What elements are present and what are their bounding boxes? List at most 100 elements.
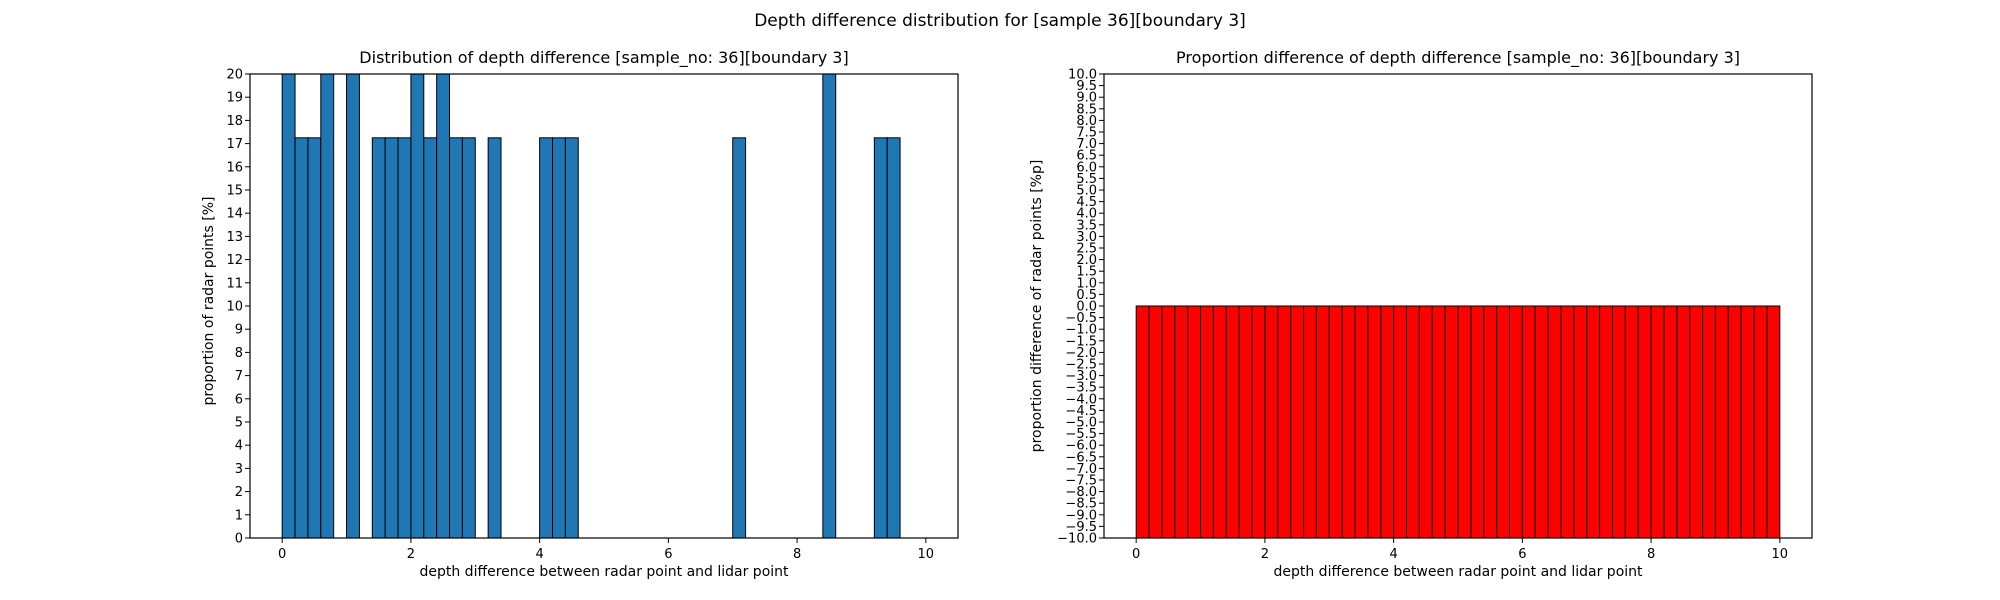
bar xyxy=(1508,305,1523,539)
y-tick-label: 13 xyxy=(226,230,243,245)
y-tick-label: 7.5 xyxy=(1076,126,1097,141)
bar xyxy=(1496,305,1510,539)
bar xyxy=(1135,305,1150,539)
bar xyxy=(397,137,412,539)
bar xyxy=(1663,305,1678,539)
bar xyxy=(423,137,438,539)
bar xyxy=(1766,305,1781,539)
bar xyxy=(1290,305,1305,539)
bar xyxy=(1714,305,1729,539)
y-tick-label: −0.5 xyxy=(1065,311,1097,326)
y-tick-label: 8.0 xyxy=(1076,114,1097,129)
bar xyxy=(1431,305,1446,539)
bar xyxy=(1238,305,1253,539)
y-tick-label: −1.0 xyxy=(1065,323,1097,338)
bar xyxy=(1650,305,1665,539)
bar xyxy=(384,137,399,539)
bar xyxy=(564,137,579,539)
x-tick-label: 0 xyxy=(1132,547,1140,562)
y-tick-label: −4.0 xyxy=(1065,392,1097,407)
bar xyxy=(1328,305,1343,539)
y-tick-label: −7.0 xyxy=(1065,462,1097,477)
y-tick-label: −2.0 xyxy=(1065,346,1097,361)
y-tick-label: 4.5 xyxy=(1076,195,1097,210)
y-tick-label: −9.5 xyxy=(1065,520,1097,535)
y-tick-label: −8.0 xyxy=(1065,485,1097,500)
bar xyxy=(320,73,335,539)
bar xyxy=(539,137,554,539)
y-tick-label: −9.0 xyxy=(1065,508,1097,523)
y-tick-label: 1 xyxy=(235,508,243,523)
bar xyxy=(346,73,360,539)
y-tick-label: −6.5 xyxy=(1065,450,1097,465)
chart1-xlabel: depth difference between radar point and… xyxy=(419,564,789,580)
bar xyxy=(1624,305,1639,539)
bar xyxy=(1393,305,1408,539)
y-tick-label: 19 xyxy=(226,91,243,106)
x-tick-label: 6 xyxy=(1518,547,1526,562)
chart1-bars xyxy=(281,73,901,539)
y-tick-label: 16 xyxy=(226,160,243,175)
bar xyxy=(1689,305,1704,539)
y-tick-label: 0 xyxy=(235,532,243,547)
y-tick-label: 7 xyxy=(235,369,243,384)
y-tick-label: 8 xyxy=(235,346,243,361)
bar xyxy=(1470,305,1485,539)
y-tick-label: −6.0 xyxy=(1065,439,1097,454)
chart1-title: Distribution of depth difference [sample… xyxy=(359,48,848,68)
chart1-ylabel: proportion of radar points [%] xyxy=(201,196,217,405)
bar xyxy=(1637,305,1652,539)
bar xyxy=(1212,305,1227,539)
bar xyxy=(1702,305,1716,539)
bar xyxy=(410,73,425,539)
bar xyxy=(1483,305,1498,539)
bar xyxy=(1599,305,1613,539)
y-tick-label: −3.5 xyxy=(1065,381,1097,396)
bar xyxy=(1586,305,1601,539)
bar xyxy=(436,73,451,539)
y-tick-label: −10.0 xyxy=(1057,532,1097,547)
bar xyxy=(1753,305,1768,539)
bar xyxy=(1727,305,1742,539)
y-tick-label: 12 xyxy=(226,253,243,268)
bar xyxy=(1277,305,1292,539)
y-tick-label: 2.5 xyxy=(1076,242,1097,257)
bar xyxy=(1573,305,1588,539)
bar xyxy=(1174,305,1189,539)
bar xyxy=(1354,305,1369,539)
bar xyxy=(1251,305,1266,539)
bar xyxy=(1444,305,1459,539)
chart-distribution: Distribution of depth difference [sample… xyxy=(201,48,959,580)
bar xyxy=(552,137,566,539)
bar xyxy=(886,137,901,539)
y-tick-label: 8.5 xyxy=(1076,102,1097,117)
y-tick-label: 6.0 xyxy=(1076,160,1097,175)
y-tick-label: 11 xyxy=(226,276,243,291)
y-tick-label: 5.5 xyxy=(1076,172,1097,187)
x-tick-label: 8 xyxy=(793,547,801,562)
bar xyxy=(1200,305,1214,539)
y-tick-label: 4.0 xyxy=(1076,207,1097,222)
bar xyxy=(1225,305,1240,539)
bar xyxy=(1380,305,1395,539)
x-tick-label: 6 xyxy=(664,547,672,562)
chart2-ylabel: proportion difference of radar points [%… xyxy=(1029,160,1045,453)
x-tick-label: 0 xyxy=(278,547,286,562)
chart1-x-ticks: 0 2 4 6 8 10 xyxy=(278,538,934,562)
y-tick-label: −4.5 xyxy=(1065,404,1097,419)
y-tick-label: 5 xyxy=(235,416,243,431)
y-tick-label: 4 xyxy=(235,439,243,454)
chart2-bars xyxy=(1135,305,1781,539)
x-tick-label: 2 xyxy=(407,547,415,562)
y-tick-label: 6.5 xyxy=(1076,149,1097,164)
bar xyxy=(294,137,309,539)
y-tick-label: 3.5 xyxy=(1076,218,1097,233)
bar xyxy=(1547,305,1562,539)
y-tick-label: −5.0 xyxy=(1065,416,1097,431)
y-tick-label: 2 xyxy=(235,485,243,500)
x-tick-label: 10 xyxy=(1772,547,1789,562)
y-tick-label: 9 xyxy=(235,323,243,338)
bar xyxy=(487,137,502,539)
